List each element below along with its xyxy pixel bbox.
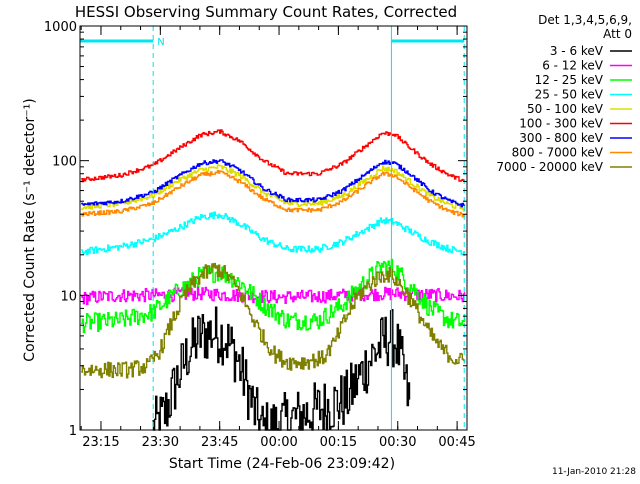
series-line-4 bbox=[81, 211, 466, 256]
series-line-6 bbox=[81, 129, 466, 183]
legend-label-5: 50 - 100 keV bbox=[527, 102, 604, 116]
plot-frame bbox=[79, 25, 468, 431]
x-tick-label: 23:30 bbox=[142, 435, 179, 450]
x-tick-label: 23:15 bbox=[82, 435, 119, 450]
legend-label-3: 12 - 25 keV bbox=[535, 73, 604, 87]
series-line-9 bbox=[81, 262, 466, 379]
night-marker-label: N bbox=[157, 37, 164, 48]
legend-header-line1: Det 1,3,4,5,6,9, bbox=[538, 13, 632, 27]
series-line-7 bbox=[81, 159, 466, 208]
series-line-3 bbox=[81, 258, 466, 334]
footer-timestamp: 11-Jan-2010 21:28 bbox=[552, 467, 636, 477]
series-line-2 bbox=[81, 286, 466, 305]
x-tick-label: 00:45 bbox=[438, 435, 475, 450]
x-tick-label: 00:15 bbox=[320, 435, 357, 450]
legend-header-line2: Att 0 bbox=[603, 27, 632, 41]
legend-label-7: 300 - 800 keV bbox=[519, 131, 603, 145]
series-layer bbox=[81, 129, 466, 431]
x-axis: 23:15 23:30 23:45 00:00 00:15 00:30 00:45 bbox=[80, 26, 476, 450]
x-tick-label: 23:45 bbox=[201, 435, 238, 450]
legend-label-9: 7000 - 20000 keV bbox=[496, 160, 603, 174]
y-tick-label: 100 bbox=[52, 155, 77, 170]
chart-title: HESSI Observing Summary Count Rates, Cor… bbox=[75, 3, 457, 21]
y-tick-label: 1 bbox=[69, 424, 77, 439]
y-tick-label: 1000 bbox=[44, 20, 77, 35]
legend-label-8: 800 - 7000 keV bbox=[512, 146, 604, 160]
legend-label-1: 3 - 6 keV bbox=[550, 44, 604, 58]
x-axis-label: Start Time (24-Feb-06 23:09:42) bbox=[169, 456, 395, 472]
legend-label-4: 25 - 50 keV bbox=[535, 88, 604, 102]
y-axis: 1 10 100 1000 bbox=[44, 20, 467, 439]
legend-label-6: 100 - 300 keV bbox=[519, 117, 603, 131]
legend-label-2: 6 - 12 keV bbox=[542, 59, 604, 73]
series-line-8 bbox=[81, 169, 466, 218]
x-tick-label: 00:30 bbox=[379, 435, 416, 450]
series-line-1 bbox=[152, 306, 411, 431]
y-axis-label: Corrected Count Rate (s⁻¹ detector⁻¹) bbox=[22, 98, 38, 361]
x-tick-label: 00:00 bbox=[260, 435, 297, 450]
y-tick-label: 10 bbox=[60, 289, 77, 304]
